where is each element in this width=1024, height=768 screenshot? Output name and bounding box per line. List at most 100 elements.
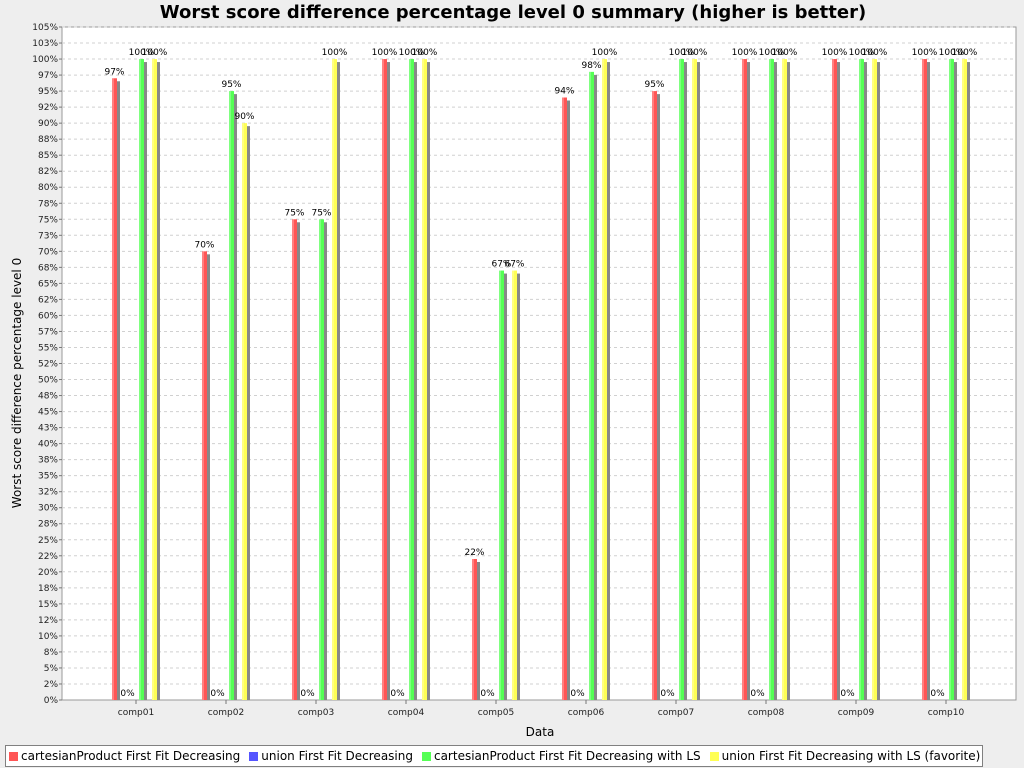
y-tick-label: 20%: [38, 568, 58, 578]
y-tick-label: 92%: [38, 103, 58, 113]
bar-value-label: 0%: [660, 689, 675, 699]
bar: [859, 59, 864, 701]
bar-shadow: [116, 81, 120, 701]
bar-value-label: 94%: [554, 87, 574, 97]
y-tick-label: 73%: [38, 231, 58, 241]
y-tick-label: 78%: [38, 199, 58, 209]
bar: [242, 123, 247, 700]
y-tick-label: 12%: [38, 616, 58, 626]
bar-value-label: 100%: [592, 48, 618, 58]
y-tick-label: 65%: [38, 279, 58, 289]
bar: [512, 270, 517, 700]
bar-shadow: [966, 62, 970, 701]
x-tick-label: comp02: [208, 708, 244, 718]
bar-shadow: [863, 62, 867, 701]
bar-value-label: 0%: [570, 689, 585, 699]
y-tick-label: 85%: [38, 151, 58, 161]
bar: [499, 270, 504, 700]
bar-shadow: [206, 254, 210, 701]
x-tick-label: comp01: [118, 708, 154, 718]
y-tick-label: 68%: [38, 263, 58, 273]
bar-value-label: 100%: [682, 48, 708, 58]
bar-shadow: [476, 561, 480, 700]
bar: [112, 78, 117, 701]
y-tick-label: 57%: [38, 327, 58, 337]
bar-shadow: [426, 62, 430, 701]
legend-label: union First Fit Decreasing: [261, 749, 413, 763]
bar-value-label: 0%: [120, 689, 135, 699]
bar-value-label: 0%: [210, 689, 225, 699]
x-tick-label: comp10: [928, 708, 965, 718]
bar: [692, 59, 697, 701]
bar-value-label: 0%: [750, 689, 765, 699]
bar: [152, 59, 157, 701]
bar: [742, 59, 747, 701]
bar: [319, 219, 324, 701]
bar-value-label: 0%: [480, 689, 495, 699]
legend-swatch: [421, 751, 431, 761]
bar: [962, 59, 967, 701]
y-tick-label: 0%: [44, 696, 59, 706]
bar: [202, 251, 207, 701]
y-tick-label: 5%: [44, 664, 59, 674]
bar-value-label: 100%: [412, 48, 438, 58]
y-tick-label: 70%: [38, 247, 58, 257]
bar-shadow: [773, 62, 777, 701]
bar-value-label: 75%: [284, 208, 304, 218]
y-tick-label: 48%: [38, 392, 58, 402]
bar-series: [112, 59, 970, 701]
bar: [472, 558, 477, 700]
y-tick-label: 82%: [38, 167, 58, 177]
bar-shadow: [656, 94, 660, 701]
bar-shadow: [156, 62, 160, 701]
bar-shadow: [566, 100, 570, 700]
legend-swatch: [9, 751, 18, 761]
bar: [589, 71, 594, 700]
bar-value-label: 100%: [129, 48, 155, 58]
bar-shadow: [516, 273, 520, 700]
bar-chart: Worst score difference percentage level …: [10, 2, 1017, 739]
bar: [922, 59, 927, 701]
chart-legend: cartesianProduct First Fit Decreasing uni…: [5, 745, 984, 767]
bar-value-label: 0%: [300, 689, 315, 699]
data-labels: 97%0%100%100%70%0%95%90%75%0%75%100% 100%…: [104, 48, 977, 699]
bar-value-label: 90%: [234, 112, 254, 122]
x-axis-title: Data: [526, 725, 555, 739]
bar: [872, 59, 877, 701]
bar-value-label: 100%: [772, 48, 798, 58]
legend-label: union First Fit Decreasing with LS (favo…: [721, 749, 981, 763]
bar-value-label: 100%: [912, 48, 938, 58]
y-tick-label: 40%: [38, 440, 58, 450]
x-axis-ticks: comp01 comp02 comp03 comp04 comp05 comp06 comp…: [118, 700, 965, 718]
y-tick-label: 50%: [38, 376, 58, 386]
bar-shadow: [143, 62, 147, 701]
bar: [409, 59, 414, 701]
bar: [332, 59, 337, 701]
y-tick-label: 62%: [38, 295, 58, 305]
bar-value-label: 0%: [390, 689, 405, 699]
bar-shadow: [746, 62, 750, 701]
y-tick-label: 55%: [38, 343, 58, 353]
bar-shadow: [246, 126, 250, 700]
y-tick-label: 15%: [38, 600, 58, 610]
bar-shadow: [386, 62, 390, 701]
y-tick-label: 30%: [38, 504, 58, 514]
legend-label: cartesianProduct First Fit Decreasing: [21, 749, 241, 763]
bar-value-label: 67%: [491, 260, 511, 270]
y-tick-label: 38%: [38, 456, 58, 466]
y-tick-label: 105%: [32, 23, 58, 33]
y-tick-label: 2%: [44, 680, 59, 690]
bar-value-label: 97%: [104, 67, 124, 77]
bar-value-label: 70%: [194, 240, 214, 250]
y-tick-label: 103%: [32, 39, 58, 49]
bar-shadow: [413, 62, 417, 701]
bar-value-label: 22%: [464, 548, 484, 558]
bar-shadow: [786, 62, 790, 701]
bar-value-label: 0%: [930, 689, 945, 699]
y-tick-label: 10%: [38, 632, 58, 642]
x-tick-label: comp03: [298, 708, 334, 718]
bar-shadow: [683, 62, 687, 701]
y-tick-label: 32%: [38, 488, 58, 498]
x-tick-label: comp08: [748, 708, 785, 718]
bar-value-label: 100%: [732, 48, 758, 58]
